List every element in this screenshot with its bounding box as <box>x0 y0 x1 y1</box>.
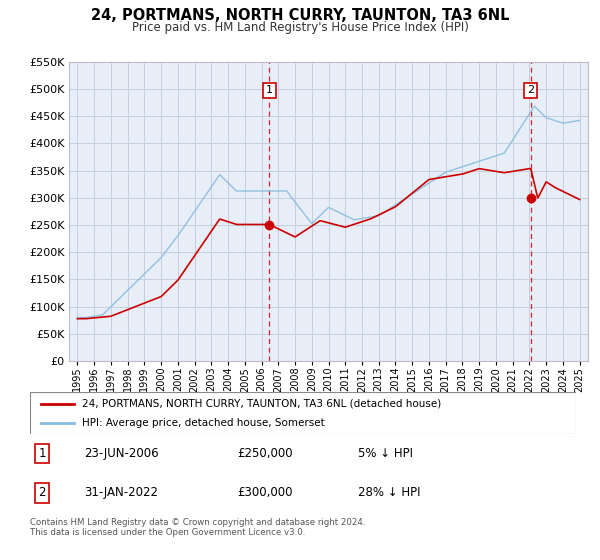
Text: 31-JAN-2022: 31-JAN-2022 <box>85 486 158 500</box>
Text: Contains HM Land Registry data © Crown copyright and database right 2024.: Contains HM Land Registry data © Crown c… <box>30 518 365 527</box>
Text: 1: 1 <box>38 447 46 460</box>
Text: This data is licensed under the Open Government Licence v3.0.: This data is licensed under the Open Gov… <box>30 528 305 537</box>
Text: £250,000: £250,000 <box>238 447 293 460</box>
Text: HPI: Average price, detached house, Somerset: HPI: Average price, detached house, Some… <box>82 418 325 428</box>
Text: Price paid vs. HM Land Registry's House Price Index (HPI): Price paid vs. HM Land Registry's House … <box>131 21 469 34</box>
Text: £300,000: £300,000 <box>238 486 293 500</box>
Text: 5% ↓ HPI: 5% ↓ HPI <box>358 447 413 460</box>
Text: 23-JUN-2006: 23-JUN-2006 <box>85 447 159 460</box>
Text: 1: 1 <box>266 86 273 95</box>
Text: 28% ↓ HPI: 28% ↓ HPI <box>358 486 420 500</box>
Text: 2: 2 <box>527 86 535 95</box>
Text: 24, PORTMANS, NORTH CURRY, TAUNTON, TA3 6NL: 24, PORTMANS, NORTH CURRY, TAUNTON, TA3 … <box>91 8 509 24</box>
Text: 2: 2 <box>38 486 46 500</box>
Text: 24, PORTMANS, NORTH CURRY, TAUNTON, TA3 6NL (detached house): 24, PORTMANS, NORTH CURRY, TAUNTON, TA3 … <box>82 399 441 409</box>
